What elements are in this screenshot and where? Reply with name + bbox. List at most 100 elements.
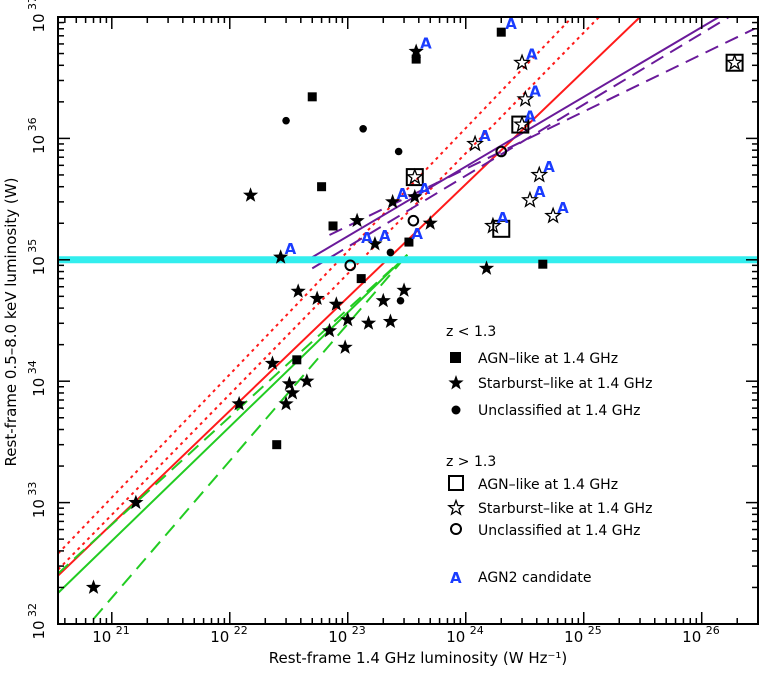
point-star-filled-18 [375,292,391,308]
agn2-marker-10: A [524,108,536,126]
point-star-filled-10 [309,290,325,305]
agn2-marker-11: A [526,46,538,64]
point-star-filled-1 [128,494,144,510]
point-circle-open-1 [407,214,420,227]
agn2-marker-3: A [397,185,409,203]
legend-group1-title: z < 1.3 [446,324,496,340]
agn2-marker-12: A [529,82,541,100]
point-star-filled-3 [264,355,281,370]
agn2-marker-1: A [361,229,373,247]
fit-line-red-dotted-2 [57,16,600,571]
y-tick-label: 10 [30,620,48,639]
x-tick-label-exp: 23 [352,624,366,637]
point-square-filled-1 [292,355,302,365]
x-tick-label-exp: 24 [470,624,484,637]
point-star-filled-19 [382,313,399,329]
point-star-filled-20 [385,193,401,209]
legend-group2-agn: AGN–like at 1.4 GHz [478,477,618,493]
legend-agn-open-icon [448,475,464,491]
point-square-filled-2 [307,92,317,102]
point-circle-filled-5 [396,296,405,305]
agn2-marker-14: A [543,158,555,176]
y-tick-label-exp: 35 [26,239,39,253]
point-star-open-7 [530,165,549,183]
agn2-marker-5: A [419,180,431,198]
agn2-marker-7: A [479,127,491,145]
x-tick-label: 10 [328,628,347,646]
fit-line-purple-solid-6 [311,16,720,259]
legend-agn2-label: AGN2 candidate [478,570,592,586]
legend-circle-open-icon [450,523,462,535]
fit-lines [57,16,755,620]
point-star-open-5 [516,89,535,107]
point-star-filled-8 [290,283,306,298]
point-star-open-1 [725,53,744,71]
point-square-filled-0 [272,440,282,450]
y-tick-label: 10 [30,378,48,397]
point-circle-filled-3 [386,248,395,257]
y-axis-title: Rest-frame 0.5–8.0 keV luminosity (W) [2,178,20,467]
x-tick-label-exp: 25 [588,624,602,637]
legend-star-filled-icon [448,375,464,390]
fit-line-purple-dashed-7 [311,16,730,270]
legend-group2-starburst: Starburst–like at 1.4 GHz [478,501,652,517]
point-square-filled-5 [356,274,366,284]
legend: z < 1.3 AGN–like at 1.4 GHz Starburst–li… [446,324,652,587]
point-star-filled-22 [407,188,423,204]
y-tick-label: 10 [30,13,48,32]
legend-group2-unclassified: Unclassified at 1.4 GHz [478,523,641,539]
y-tick-label-exp: 37 [26,0,39,10]
point-square-filled-8 [496,27,506,37]
point-square-open-1 [511,115,530,134]
point-star-filled-14 [340,311,356,327]
point-star-filled-6 [281,375,297,391]
x-axis-title: Rest-frame 1.4 GHz luminosity (W Hz⁻¹) [269,649,568,667]
point-star-filled-5 [278,395,294,411]
agn2-marker-4: A [411,225,423,243]
fit-line-purple-dashed-8 [329,27,755,236]
point-star-filled-13 [337,339,353,354]
agn2-marker-15: A [557,199,569,217]
point-star-filled-7 [284,384,301,400]
y-tick-label: 10 [30,499,48,518]
x-tick-label: 10 [92,628,111,646]
point-star-open-9 [484,216,502,234]
fit-line-green-solid-3 [57,254,409,594]
agn2-marker-13: A [534,183,546,201]
legend-agn2-symbol: A [450,569,462,587]
point-square-filled-6 [404,237,414,247]
point-square-filled-7 [411,54,421,64]
fit-line-red-dotted-1 [57,16,574,555]
y-tick-label: 10 [30,256,48,275]
point-star-open-4 [513,53,531,71]
plot-frame [57,16,759,625]
point-star-filled-9 [299,373,315,388]
point-star-filled-15 [349,212,365,228]
point-circle-filled-0 [235,400,243,408]
fit-line-green-dashed-5 [92,254,409,620]
y-tick-label-exp: 33 [26,482,39,496]
point-square-filled-9 [538,259,548,269]
x-tick-label-exp: 21 [116,624,130,637]
point-star-filled-0 [85,579,102,594]
fit-line-green-dashed-4 [57,254,409,575]
point-star-open-6 [521,190,539,208]
point-circle-filled-4 [394,147,403,156]
x-tick-label: 10 [682,628,701,646]
point-star-filled-25 [478,260,495,275]
point-star-open-0 [405,167,424,185]
point-star-filled-23 [408,43,424,58]
x-tick-label: 10 [446,628,465,646]
agn2-marker-6: A [420,34,432,52]
y-tick-label-exp: 36 [26,117,39,131]
legend-group2-title: z > 1.3 [446,454,496,470]
y-tick-label: 10 [30,135,48,154]
legend-star-open-icon [447,498,465,516]
point-circle-filled-1 [282,116,290,125]
point-star-filled-12 [328,296,344,311]
